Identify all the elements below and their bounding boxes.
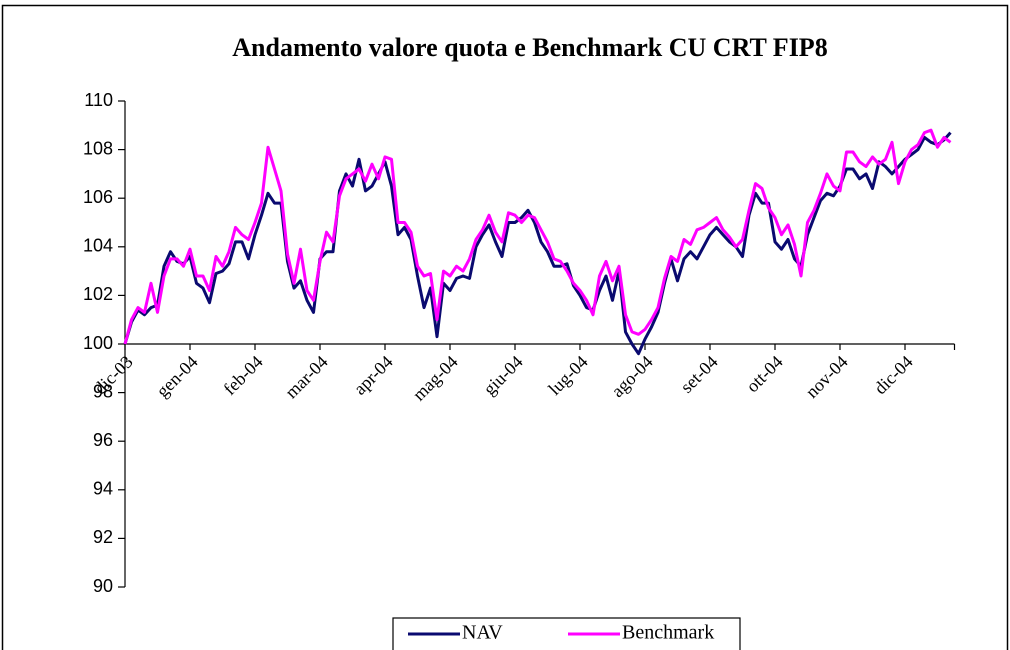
y-tick-label: 104 xyxy=(83,236,113,256)
y-tick-label: 106 xyxy=(83,187,113,207)
y-tick-label: 108 xyxy=(83,138,113,158)
series-line xyxy=(123,131,952,356)
legend-label: NAV xyxy=(462,622,503,644)
chart-title: Andamento valore quota e Benchmark CU CR… xyxy=(232,33,827,62)
y-tick-label: 110 xyxy=(84,90,113,110)
series-line xyxy=(123,128,952,345)
y-tick-label: 100 xyxy=(83,333,113,353)
y-tick-label: 102 xyxy=(83,284,113,304)
y-tick-label: 90 xyxy=(93,576,113,596)
y-tick-label: 98 xyxy=(93,381,113,401)
legend-label: Benchmark xyxy=(622,622,714,644)
y-tick-label: 94 xyxy=(93,479,113,499)
y-tick-label: 96 xyxy=(93,430,113,450)
chart-frame xyxy=(1,4,1009,650)
y-tick-label: 92 xyxy=(93,527,113,547)
